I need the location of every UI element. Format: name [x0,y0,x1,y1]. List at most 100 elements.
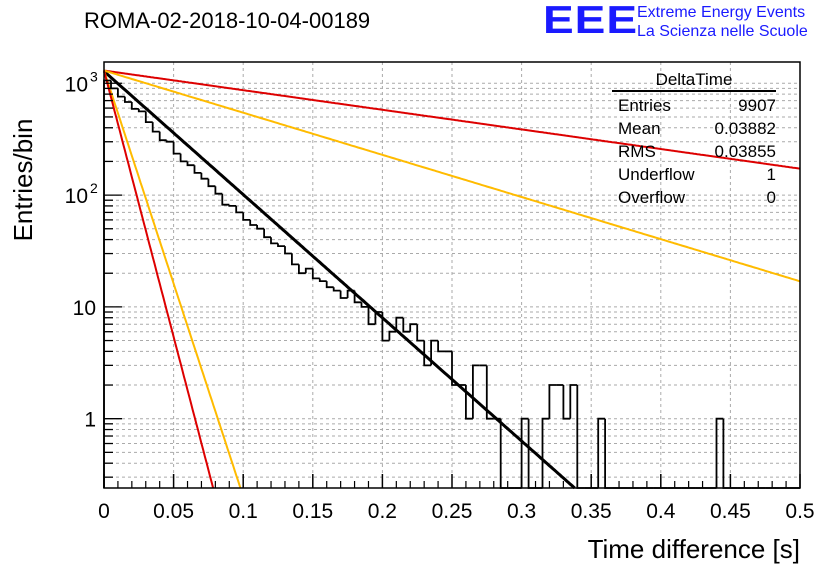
fit-line-lower-red [103,70,215,489]
histogram-bin [395,316,404,332]
histogram-bin [270,237,278,245]
fit-line-upper-orange [103,69,801,283]
organization-name: Extreme Energy Events La Scienza nelle S… [637,3,808,41]
x-tick-label: 0.05 [153,500,194,523]
histogram-bin [207,178,216,188]
histogram-bin [541,417,550,488]
stats-title: DeltaTime [612,70,776,92]
histogram-bin [151,122,160,133]
stats-value: 0 [766,188,776,207]
histogram-bin [423,340,432,367]
histogram-bin [298,264,306,275]
y-tick-exponent: 3 [90,68,98,84]
fit-line-lower-orange [103,70,242,489]
histogram-bin [409,323,418,332]
histogram-bin [367,306,376,326]
histogram-bin [235,205,244,214]
x-axis-label: Time difference [s] [588,534,800,564]
histogram-bin [186,161,195,167]
histogram-bin [158,131,167,142]
histogram-bin [332,287,341,292]
histogram-bin [374,311,383,325]
histogram-bin [228,204,237,207]
stats-value: 0.03855 [714,142,776,161]
histogram-bin [381,312,390,342]
histogram-bin [339,290,348,299]
histogram-bin [416,324,425,342]
x-tick-label: 0.4 [646,500,676,523]
histogram-bin [124,96,132,103]
stats-value: 1 [766,165,776,184]
eee-logo: EEE [543,0,639,42]
histogram-bin [562,385,571,420]
histogram-bin [437,340,445,353]
histogram-bin [325,281,334,289]
x-tick-label: 0.35 [571,500,612,523]
histogram-bin [353,290,362,304]
histogram-bin [597,417,606,488]
axes: 0 0.05 0.1 0.15 0.2 0.25 0.3 0.35 0.4 0.45 0.51101… [65,68,815,523]
histogram-bin [249,219,258,226]
histogram-bin [485,365,494,420]
histogram-bin [715,417,724,488]
histogram-bin [193,165,202,174]
histogram-bin [179,153,188,163]
histogram-bin [388,330,397,341]
y-tick-label: 10 [65,73,88,96]
y-axis-label: Entries/bin [8,119,38,242]
x-tick-label: 0.2 [368,500,397,523]
x-tick-label: 0.5 [785,500,814,523]
histogram-bin [465,385,473,420]
histogram-bin [318,278,327,282]
x-tick-label: 0.1 [229,500,258,523]
histogram-bin [311,268,320,280]
stats-row-underflow: Underflow 1 [612,163,776,186]
y-tick-label: 10 [65,185,88,208]
x-tick-label: 0.45 [710,500,751,523]
histogram-bin [277,243,285,247]
plot-title: ROMA-02-2018-10-04-00189 [84,8,371,33]
y-tick-label: 10 [73,297,96,320]
stats-value: 9907 [738,96,776,115]
fit-line-upper-red [103,69,801,170]
histogram-bin [402,317,411,333]
stats-label: Overflow [618,188,686,207]
x-tick-label: 0.25 [432,500,473,523]
x-tick-label: 0.3 [507,500,536,523]
histogram-bin [284,246,292,255]
stats-box: DeltaTime Entries 9907 Mean 0.03882 RMS … [612,70,776,209]
histogram-bin [130,102,139,110]
histogram-bin [144,111,153,123]
histogram-bin [165,140,174,143]
y-tick-exponent: 2 [90,180,98,196]
histogram-bin [569,384,578,419]
histogram-bin [200,172,209,180]
histogram-bin [172,141,181,155]
org-line-1: Extreme Energy Events [637,4,806,21]
histogram-bin [472,364,480,419]
stats-label: Entries [618,96,671,115]
histogram-bin [137,108,146,113]
histogram-bin [117,88,125,98]
histogram-bin [451,351,459,386]
stats-label: Underflow [618,165,695,184]
histogram-bin [256,225,265,230]
histogram-bin [242,212,251,221]
stats-label: Mean [618,119,661,138]
stats-row-rms: RMS 0.03855 [612,140,776,163]
x-tick-label: 0 [98,500,110,523]
y-tick-label: 1 [84,409,96,432]
org-line-2: La Scienza nelle Scuole [637,23,808,40]
histogram-bin [304,267,313,274]
x-tick-label: 0.15 [292,500,333,523]
histogram-bin [360,302,369,308]
histogram-bin [214,186,223,195]
stats-value: 0.03882 [714,119,776,138]
histogram-bin [548,384,557,419]
histogram-bin [291,253,299,266]
stats-row-entries: Entries 9907 [612,94,776,117]
stats-row-overflow: Overflow 0 [612,186,776,209]
stats-label: RMS [618,142,656,161]
histogram-bin [221,193,230,206]
